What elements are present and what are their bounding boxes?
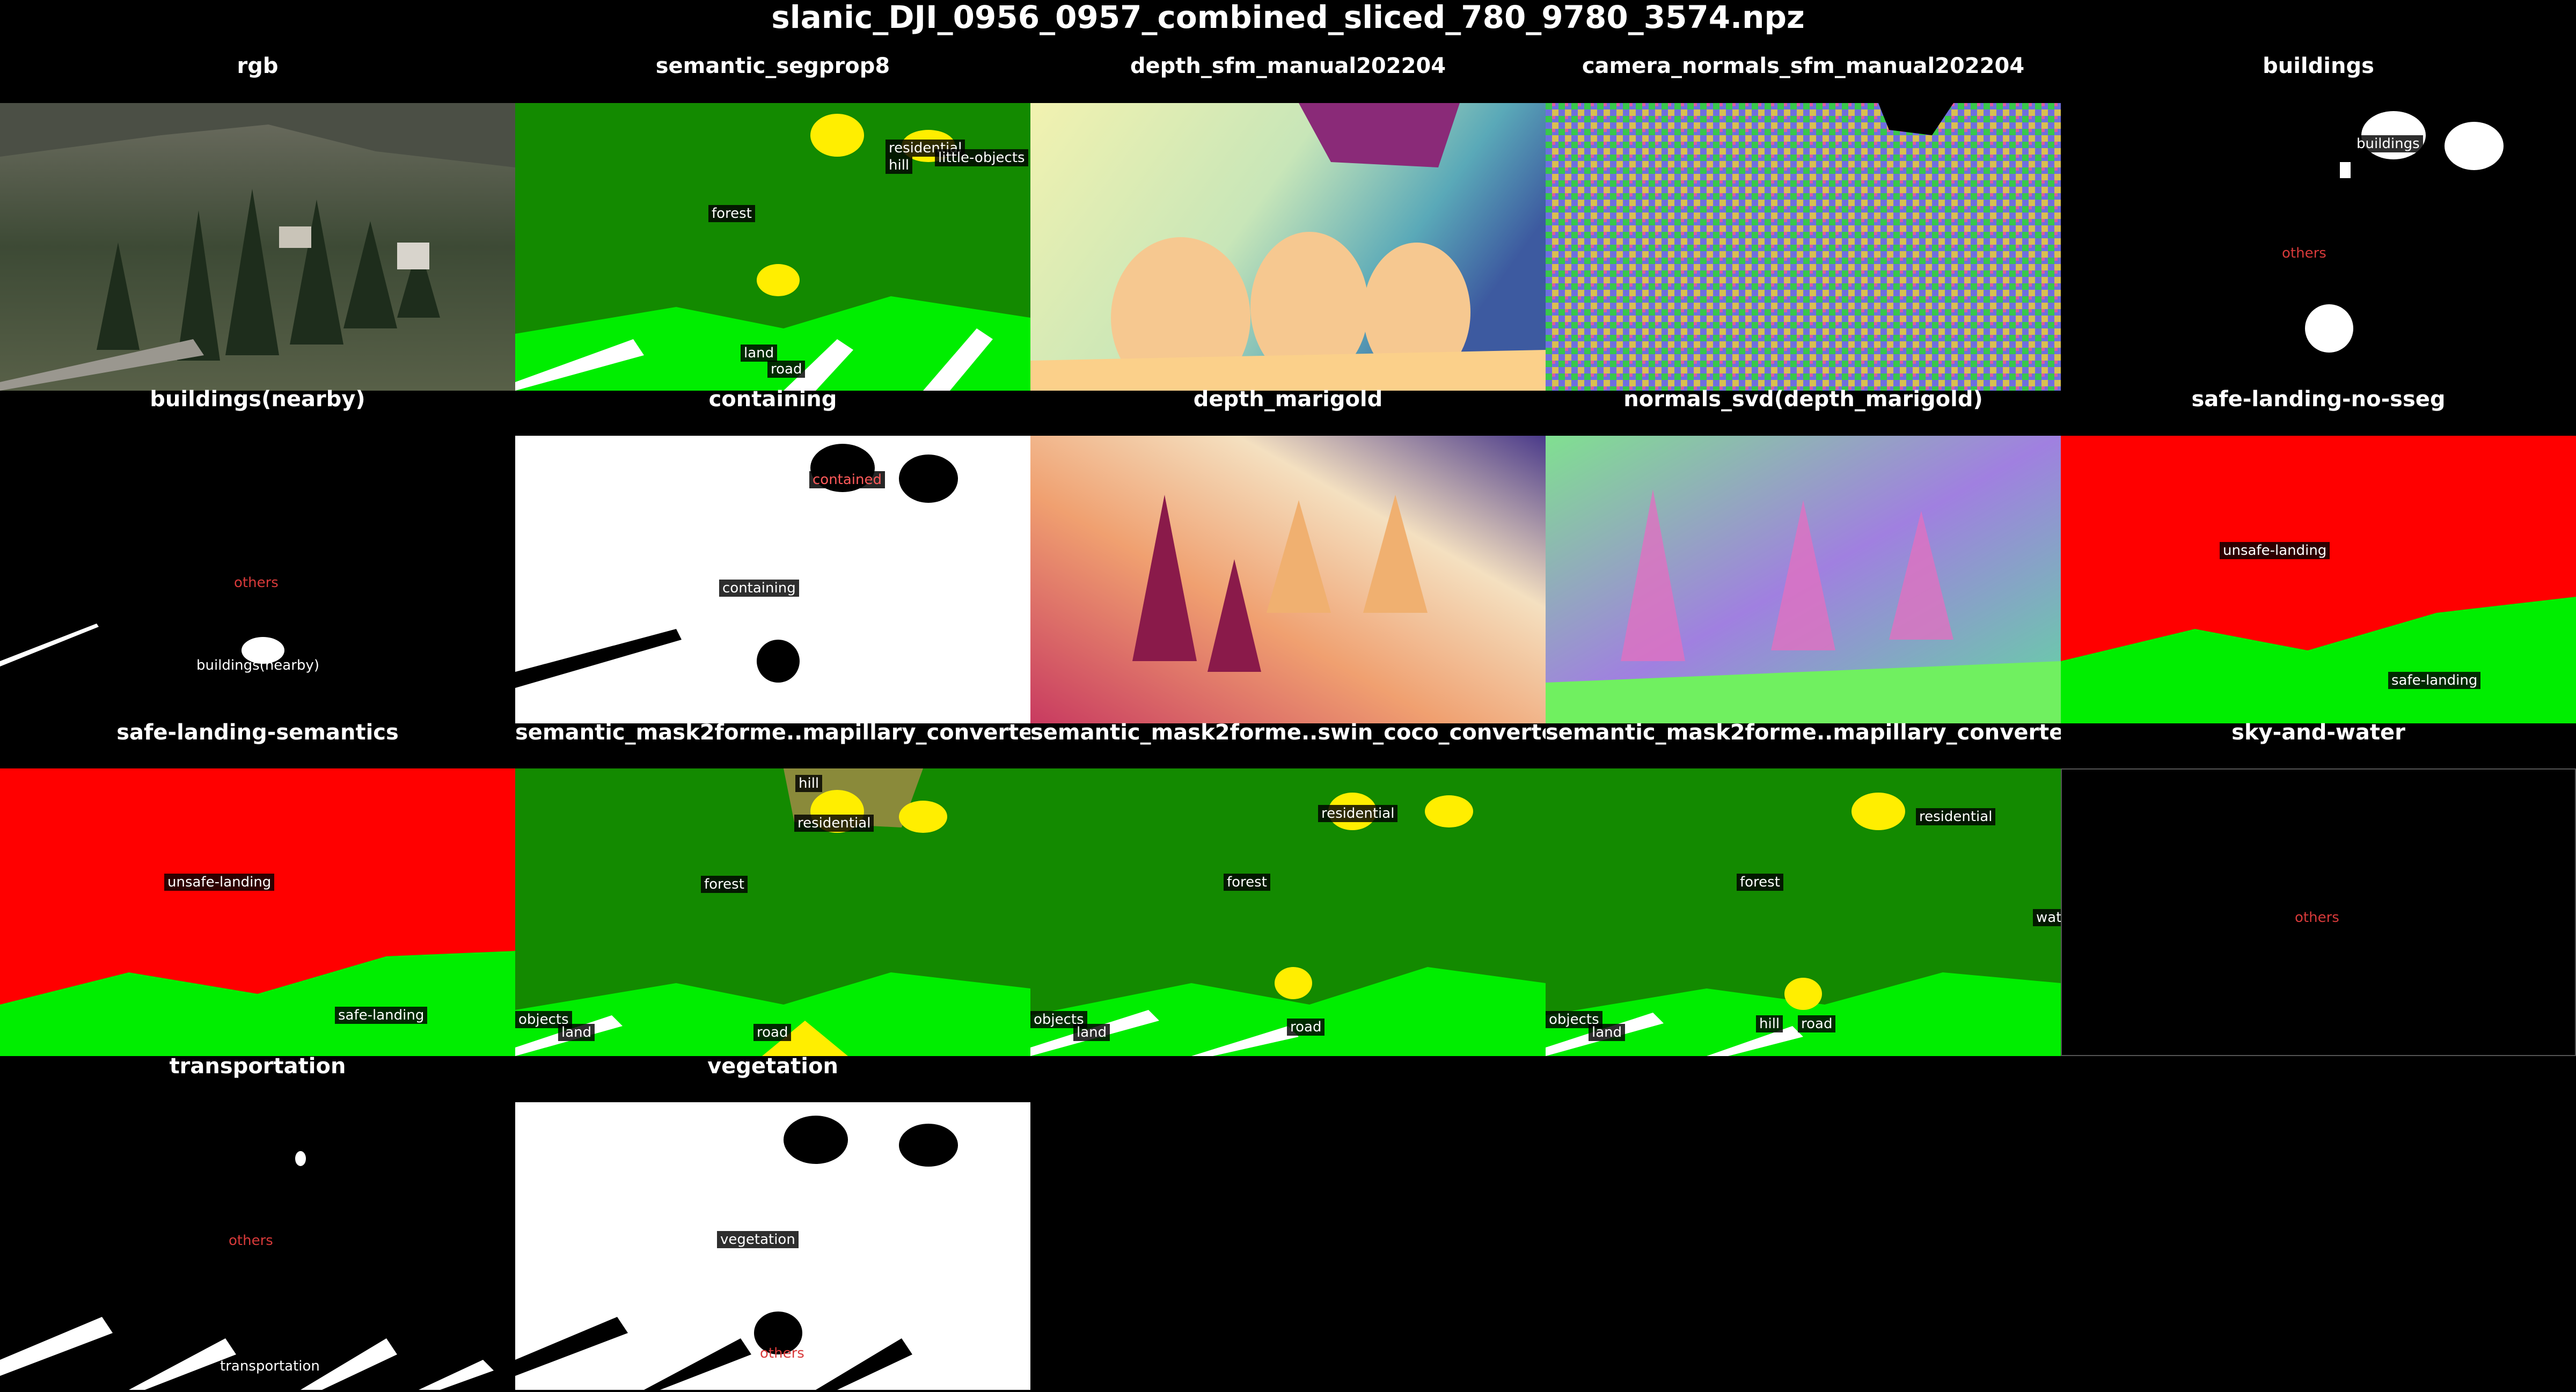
panel-mask2former-mapillary-1: hill residential forest objects land roa… bbox=[515, 768, 1030, 1056]
label-forest: forest bbox=[701, 876, 748, 893]
label-vegetation: vegetation bbox=[717, 1231, 799, 1248]
label-buildings: buildings bbox=[2353, 135, 2423, 152]
label-land: land bbox=[558, 1024, 595, 1041]
label-residential: residential bbox=[794, 815, 874, 832]
panel-sky-and-water: others bbox=[2061, 768, 2576, 1056]
panel-title-vegetation: vegetation bbox=[707, 1054, 838, 1079]
label-safe-landing: safe-landing bbox=[335, 1007, 428, 1024]
label-road: road bbox=[767, 361, 806, 378]
panel-title-containing: containing bbox=[708, 387, 837, 412]
label-others: others bbox=[2295, 910, 2339, 926]
label-unsafe-landing: unsafe-landing bbox=[164, 874, 275, 891]
label-hill: hill bbox=[795, 775, 823, 792]
panel-title-camera-normals: camera_normals_sfm_manual202204 bbox=[1582, 54, 2025, 78]
panel-title-sky-and-water: sky-and-water bbox=[2231, 720, 2405, 745]
panel-transportation: others transportation bbox=[0, 1102, 515, 1390]
label-others: others bbox=[234, 575, 279, 591]
label-hill: hill bbox=[1756, 1015, 1783, 1032]
panel-semantic-segprop8: residential little-objects hill forest l… bbox=[515, 103, 1030, 391]
panel-depth-sfm bbox=[1030, 103, 1546, 391]
label-contained: contained bbox=[809, 471, 885, 488]
label-road: road bbox=[753, 1024, 792, 1041]
label-little-objects: little-objects bbox=[935, 149, 1028, 166]
panel-title-buildings: buildings bbox=[2263, 54, 2374, 78]
panel-title-buildings-nearby: buildings(nearby) bbox=[150, 387, 365, 412]
label-land: land bbox=[1589, 1024, 1626, 1041]
label-unsafe-landing: unsafe-landing bbox=[2220, 542, 2330, 559]
label-forest: forest bbox=[1224, 874, 1270, 891]
label-residential: residential bbox=[1318, 805, 1398, 822]
label-forest: forest bbox=[708, 205, 755, 222]
panel-rgb bbox=[0, 103, 515, 391]
panel-title-mask2former-mapillary-1: semantic_mask2forme..mapillary_converted bbox=[515, 720, 1030, 745]
panel-title-transportation: transportation bbox=[169, 1054, 346, 1079]
panel-title-mask2former-swin-coco: semantic_mask2forme..swin_coco_converted bbox=[1030, 720, 1546, 745]
panel-buildings: buildings others bbox=[2061, 103, 2576, 391]
label-others: others bbox=[2282, 245, 2326, 261]
label-hill: hill bbox=[885, 157, 913, 174]
panel-containing: contained containing bbox=[515, 436, 1030, 723]
panel-vegetation: vegetation others bbox=[515, 1102, 1030, 1390]
label-transportation: transportation bbox=[220, 1358, 320, 1374]
label-buildings-nearby: buildings(nearby) bbox=[196, 657, 319, 673]
panel-title-normals-svd: normals_svd(depth_marigold) bbox=[1623, 387, 1983, 412]
panel-title-mask2former-mapillary-2: semantic_mask2forme..mapillary_converted bbox=[1546, 720, 2061, 745]
panel-normals-svd bbox=[1546, 436, 2061, 723]
label-land: land bbox=[741, 345, 778, 362]
panel-title-semantic-segprop8: semantic_segprop8 bbox=[655, 54, 890, 78]
label-others: others bbox=[760, 1345, 804, 1361]
panel-title-safe-landing-no-sseg: safe-landing-no-sseg bbox=[2191, 387, 2446, 412]
label-forest: forest bbox=[1737, 874, 1783, 891]
panel-depth-marigold bbox=[1030, 436, 1546, 723]
panel-mask2former-swin-coco: residential forest objects land road bbox=[1030, 768, 1546, 1056]
label-others: others bbox=[229, 1233, 273, 1249]
panel-title-depth-sfm: depth_sfm_manual202204 bbox=[1130, 54, 1446, 78]
label-containing: containing bbox=[719, 580, 799, 597]
label-wat: wat bbox=[2033, 909, 2061, 926]
panel-mask2former-mapillary-2: residential forest wat objects land hill… bbox=[1546, 768, 2061, 1056]
label-road: road bbox=[1287, 1019, 1325, 1036]
label-safe-landing: safe-landing bbox=[2388, 672, 2481, 689]
panel-title-depth-marigold: depth_marigold bbox=[1193, 387, 1383, 412]
panel-title-safe-landing-semantics: safe-landing-semantics bbox=[116, 720, 399, 745]
label-land: land bbox=[1073, 1024, 1110, 1041]
panel-safe-landing-semantics: unsafe-landing safe-landing bbox=[0, 768, 515, 1056]
label-road: road bbox=[1798, 1015, 1836, 1032]
panel-buildings-nearby: others buildings(nearby) bbox=[0, 436, 515, 723]
figure-title: slanic_DJI_0956_0957_combined_sliced_780… bbox=[771, 0, 1805, 35]
label-residential: residential bbox=[1916, 808, 1996, 825]
panel-title-rgb: rgb bbox=[237, 54, 279, 78]
panel-safe-landing-no-sseg: unsafe-landing safe-landing bbox=[2061, 436, 2576, 723]
panel-camera-normals bbox=[1546, 103, 2061, 391]
